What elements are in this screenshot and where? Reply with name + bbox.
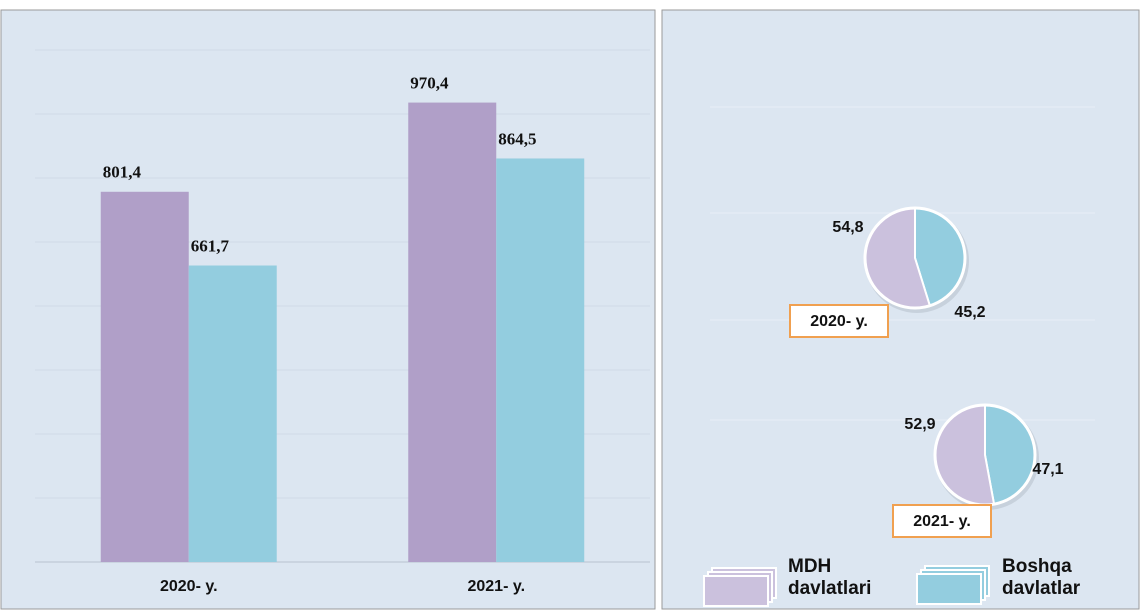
value-label: 661,7 [191,236,230,255]
value-label: 970,4 [410,73,449,92]
bar [408,102,497,562]
pie-title-box [789,304,889,338]
value-label: 864,5 [498,129,536,148]
legend-icon-boshqa [916,565,990,605]
legend-label: MDH davlatlari [788,556,872,599]
pie-title-box [892,504,992,538]
pie-title: 2021- y. [913,513,971,530]
value-label: 801,4 [103,163,142,182]
bar [100,191,189,562]
bar [496,158,585,563]
pie-label: 47,1 [1032,461,1063,478]
pie-label: 45,2 [954,304,985,321]
x-tick-label: 2021- y. [467,578,525,595]
bar [188,265,277,562]
pie-rim [863,206,967,310]
pie-label: 52,9 [904,416,935,433]
x-tick-label: 2020- y. [160,578,218,595]
pie-label: 54,8 [832,219,863,236]
legend-icon-mdh [703,567,777,607]
legend-label: Boshqa davlatlar [1002,556,1081,599]
pie-title: 2020- y. [810,313,868,330]
